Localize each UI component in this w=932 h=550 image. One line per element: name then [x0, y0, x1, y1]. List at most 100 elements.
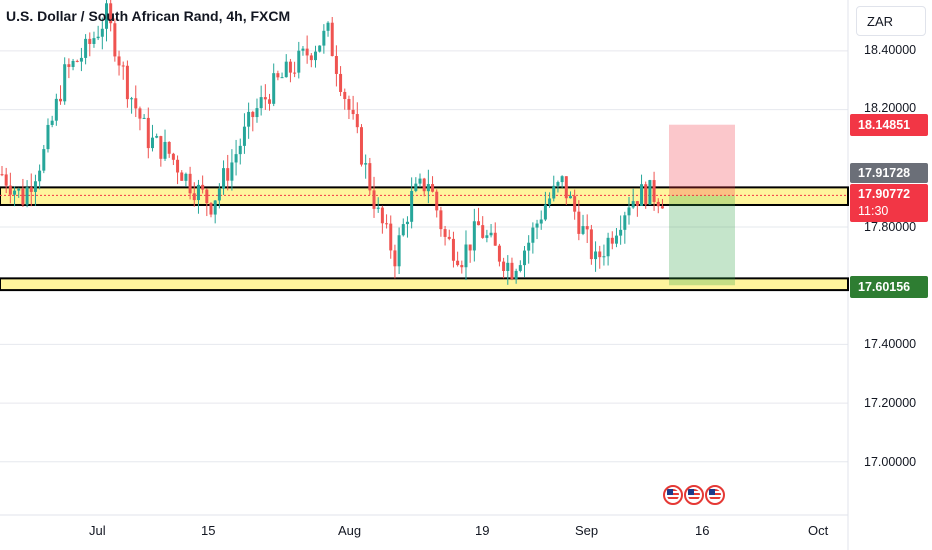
candle-body [163, 141, 167, 159]
candle-body [493, 232, 497, 246]
candle-body [380, 207, 384, 224]
candle-body [577, 211, 581, 234]
candle-body [514, 270, 518, 279]
candle-body [560, 176, 564, 183]
symbol-title[interactable]: U.S. Dollar / South African Rand, 4h, FX… [6, 8, 291, 24]
candle-body [305, 48, 309, 56]
candle-body [489, 232, 493, 236]
candle-body [67, 64, 71, 67]
candle-body [535, 223, 539, 228]
candle-body [33, 181, 37, 192]
candle-body [192, 193, 196, 201]
candle-body [581, 226, 585, 234]
candle-body [117, 56, 121, 66]
candle-body [96, 36, 100, 39]
candle-body [631, 201, 635, 208]
price-axis-label: 17.80000 [864, 220, 917, 234]
candle-body [234, 154, 238, 163]
candle-body [180, 172, 184, 181]
price-axis-label: 18.20000 [864, 101, 917, 115]
us-flag-icon[interactable] [663, 485, 683, 505]
candle-body [263, 97, 267, 100]
candle-body [155, 136, 159, 138]
candle-body [238, 145, 242, 155]
candle-body [0, 174, 4, 176]
candle-body [527, 242, 531, 251]
candle-body [322, 30, 326, 46]
candle-body [29, 187, 33, 192]
candle-body [188, 173, 192, 194]
time-axis-label: Oct [808, 523, 829, 538]
candle-body [385, 223, 389, 225]
candle-body [568, 196, 572, 199]
candle-body [573, 196, 577, 212]
candle-body [619, 229, 623, 236]
candle-body [648, 180, 652, 205]
candle-body [543, 204, 547, 220]
candle-body [447, 236, 451, 239]
us-flag-icon[interactable] [684, 485, 704, 505]
candle-body [523, 250, 526, 266]
candle-body [226, 168, 230, 181]
candle-body [451, 238, 455, 261]
candle-body [138, 108, 142, 119]
candle-body [594, 251, 598, 260]
candle-body [368, 163, 372, 191]
target-price-tag: 17.60156 [850, 276, 928, 298]
candle-body [79, 57, 83, 62]
candle-body [125, 65, 129, 100]
candle-body [477, 221, 481, 226]
candle-body [443, 229, 447, 237]
candle-body [464, 244, 468, 268]
candle-body [635, 201, 639, 206]
candle-body [502, 261, 506, 271]
candle-body [556, 182, 560, 186]
candle-body [222, 168, 226, 189]
candle-body [405, 221, 409, 225]
candle-body [196, 184, 200, 201]
candle-body [8, 185, 12, 195]
candle-body [343, 91, 347, 100]
candle-body [159, 136, 163, 159]
us-flag-icon[interactable] [705, 485, 725, 505]
candle-body [25, 187, 29, 205]
candle-body [217, 188, 221, 201]
candle-body [614, 235, 618, 244]
candle-body [627, 207, 631, 216]
candle-body [510, 262, 514, 279]
candle-body [472, 221, 476, 251]
candle-body [247, 111, 251, 127]
candle-body [255, 108, 259, 118]
candle-body [364, 163, 368, 165]
candle-body [314, 51, 317, 61]
candle-body [397, 235, 401, 267]
support-zone [0, 277, 849, 292]
current-price-tag: 17.90772 11:30 [850, 184, 928, 222]
bar-countdown: 11:30 [858, 204, 889, 218]
currency-selector[interactable]: ZAR [856, 6, 926, 36]
candle-body [38, 170, 42, 182]
candle-body [63, 64, 67, 102]
time-axis-label: Sep [575, 523, 599, 538]
candle-body [134, 98, 138, 109]
candle-body [414, 183, 418, 191]
candle-body [372, 190, 376, 209]
candle-body [293, 72, 297, 74]
zone-price-tag: 17.91728 [850, 163, 928, 183]
candle-body [242, 126, 246, 146]
candle-body [355, 114, 359, 128]
candle-body [71, 60, 75, 67]
candle-body [602, 256, 606, 258]
price-axis-label: 18.40000 [864, 43, 917, 57]
candle-body [481, 225, 485, 238]
candle-body [50, 120, 54, 125]
candle-body [548, 198, 552, 205]
candle-body [284, 61, 288, 78]
candle-body [426, 184, 430, 192]
candle-body [468, 244, 472, 251]
candle-body [46, 124, 50, 150]
candle-body [230, 162, 234, 181]
candle-body [334, 56, 338, 74]
time-axis-label: 19 [475, 523, 490, 538]
